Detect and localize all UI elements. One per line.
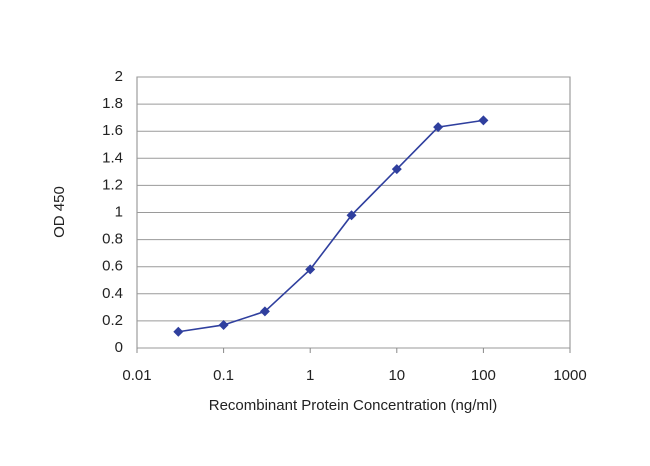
x-tick-label: 0.01 — [122, 367, 151, 384]
data-point — [173, 326, 184, 337]
data-point — [259, 306, 270, 317]
y-tick-label: 1.6 — [102, 122, 123, 139]
y-axis-label: OD 450 — [51, 186, 68, 238]
y-tick-label: 1.8 — [102, 95, 123, 112]
y-tick-label: 0.8 — [102, 231, 123, 248]
data-point — [478, 115, 489, 126]
y-tick-label: 1 — [115, 203, 123, 220]
x-axis-label: Recombinant Protein Concentration (ng/ml… — [209, 397, 497, 414]
data-point — [305, 264, 316, 275]
y-tick-label: 1.2 — [102, 176, 123, 193]
data-line — [178, 119, 484, 333]
y-tick-label: 0.2 — [102, 312, 123, 329]
x-tick-label: 10 — [388, 367, 405, 384]
y-tick-label: 0.4 — [102, 285, 123, 302]
y-tick-label: 0.6 — [102, 258, 123, 275]
x-tick-label: 0.1 — [213, 367, 234, 384]
y-tick-label: 0 — [115, 339, 123, 356]
x-tick-label: 100 — [471, 367, 496, 384]
x-tick-label: 1000 — [553, 367, 586, 384]
y-tick-label: 1.4 — [102, 149, 123, 166]
data-point — [346, 210, 357, 221]
data-point — [433, 122, 444, 133]
data-point — [391, 164, 402, 175]
data-point — [218, 319, 229, 330]
x-tick-label: 1 — [306, 367, 314, 384]
y-tick-label: 2 — [115, 68, 123, 85]
